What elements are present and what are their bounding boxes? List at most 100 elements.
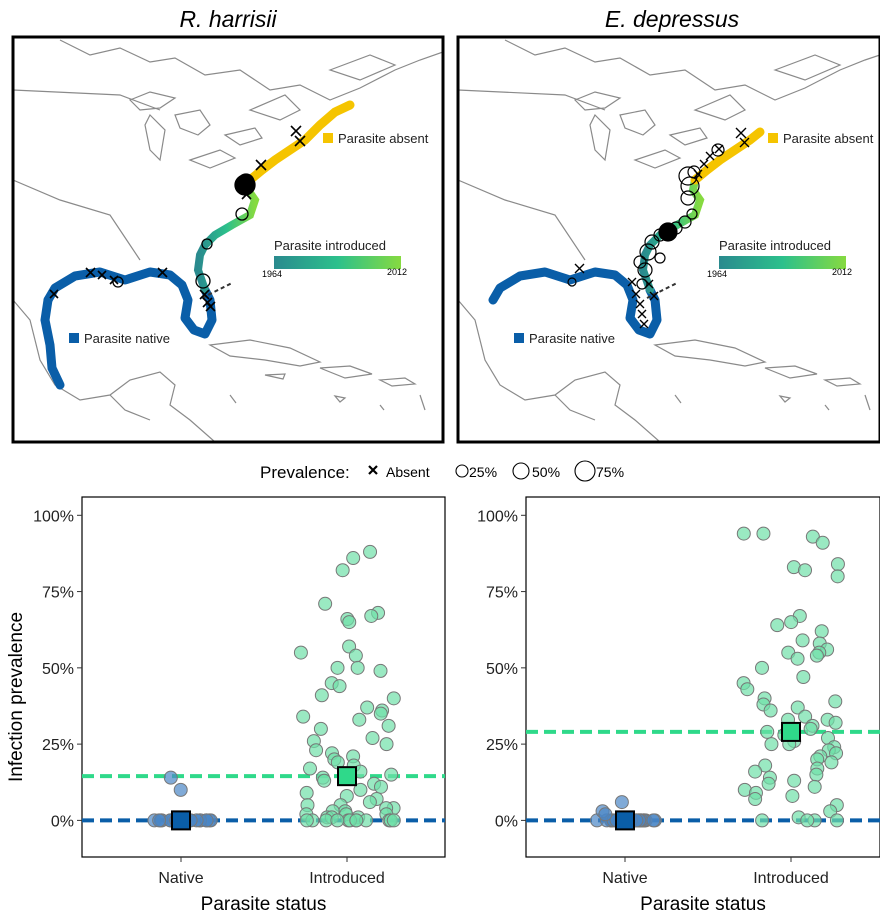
introduced-point xyxy=(296,709,311,724)
introduced-point xyxy=(748,764,763,779)
x-tick-label: Native xyxy=(602,870,647,887)
prevalence-75-label: 75% xyxy=(596,464,624,480)
introduced-point xyxy=(379,737,394,752)
introduced-point xyxy=(386,691,401,706)
absent-cross-icon xyxy=(368,465,378,475)
introduced-point xyxy=(760,724,775,739)
introduced-point xyxy=(373,779,388,794)
x-tick-label: Native xyxy=(158,870,203,887)
colorbar xyxy=(719,256,846,269)
y-tick-label: 25% xyxy=(42,737,74,754)
map-frame xyxy=(11,35,445,444)
introduced-point xyxy=(787,773,802,788)
prevalence-legend: Prevalence: Absent 25% 50% 75% xyxy=(260,460,624,482)
introduced-point xyxy=(349,813,364,828)
native-point xyxy=(173,782,188,797)
x-tick-label: Introduced xyxy=(309,870,385,887)
y-tick-label: 75% xyxy=(486,585,518,602)
introduced-point xyxy=(748,792,763,807)
introduced-point xyxy=(299,785,314,800)
introduced-point xyxy=(373,706,388,721)
native-point xyxy=(152,813,167,828)
prevalence-legend-title: Prevalence: xyxy=(260,463,350,482)
x-tick-label: Introduced xyxy=(753,870,829,887)
introduced-point xyxy=(373,663,388,678)
introduced-point xyxy=(798,563,813,578)
plot-frame xyxy=(81,496,446,858)
introduced-point xyxy=(299,813,314,828)
native-legend-label: Parasite native xyxy=(529,331,615,346)
introduced-point xyxy=(365,731,380,746)
introduced-point xyxy=(348,648,363,663)
prevalence-25-label: 25% xyxy=(469,464,497,480)
colorbar-max: 2012 xyxy=(832,267,852,277)
circle-50-icon xyxy=(512,462,530,480)
introduced-point xyxy=(332,679,347,694)
prevalence-absent-label: Absent xyxy=(386,464,430,480)
introduced-point xyxy=(763,703,778,718)
introduced-point xyxy=(829,813,844,828)
introduced-point xyxy=(360,700,375,715)
colorbar-min: 1964 xyxy=(262,269,282,279)
circle-75-icon xyxy=(574,460,596,482)
y-tick-label: 100% xyxy=(477,508,518,525)
prevalence-circles xyxy=(567,143,725,290)
introduced-point xyxy=(330,660,345,675)
native-point xyxy=(163,770,178,785)
native-swatch xyxy=(69,333,79,343)
introduced-point xyxy=(363,544,378,559)
introduced-point xyxy=(313,721,328,736)
map-title: R. harrisii xyxy=(179,6,277,32)
introduced-point xyxy=(815,535,830,550)
absent-markers xyxy=(574,127,750,329)
introduced-point xyxy=(770,618,785,633)
y-tick-label: 0% xyxy=(51,813,74,830)
introduced-legend-label: Parasite introduced xyxy=(274,238,386,253)
introduced-point xyxy=(342,615,357,630)
introduced-point xyxy=(350,660,365,675)
introduced-point xyxy=(335,563,350,578)
introduced-point xyxy=(764,737,779,752)
y-tick-label: 50% xyxy=(42,661,74,678)
native-legend-label: Parasite native xyxy=(84,331,170,346)
y-tick-label: 0% xyxy=(495,813,518,830)
absent-legend-label: Parasite absent xyxy=(783,131,874,146)
introduced-mean-marker xyxy=(337,766,357,787)
colorbar-max: 2012 xyxy=(387,267,407,277)
introduced-point xyxy=(736,526,751,541)
basemap: Parasite absent Parasite introduced 1964… xyxy=(458,37,880,442)
introduced-point xyxy=(798,709,813,724)
introduced-point xyxy=(309,743,324,758)
map-panel-r-harrisii: R. harrisii xyxy=(11,6,445,444)
prevalence-plot-e-depressus: 0% 25% 50% 75% 100% Native Introduced Parasite … xyxy=(477,496,880,913)
introduced-point xyxy=(800,813,815,828)
introduced-point xyxy=(790,651,805,666)
introduced-point xyxy=(364,608,379,623)
introduced-point xyxy=(814,624,829,639)
prevalence-50-label: 50% xyxy=(532,464,560,480)
map-title: E. depressus xyxy=(605,6,740,32)
introduced-point xyxy=(346,551,361,566)
introduced-point xyxy=(362,795,377,810)
native-swatch xyxy=(514,333,524,343)
introduced-point xyxy=(796,670,811,684)
absent-swatch xyxy=(323,133,333,143)
introduced-point xyxy=(784,615,799,630)
introduced-point xyxy=(807,779,822,794)
introduced-point xyxy=(758,758,773,773)
introduced-legend-label: Parasite introduced xyxy=(719,238,831,253)
native-point xyxy=(614,795,629,810)
introduced-point xyxy=(740,682,755,697)
introduced-point xyxy=(803,721,818,736)
introduced-point xyxy=(352,712,367,727)
plot-area xyxy=(526,526,880,828)
introduced-point xyxy=(761,776,776,791)
introduced-point xyxy=(830,557,845,572)
y-tick-label: 75% xyxy=(42,585,74,602)
x-axis-title: Parasite status xyxy=(201,894,327,913)
introduced-point xyxy=(386,813,401,828)
introduced-point xyxy=(330,813,345,828)
map-panel-e-depressus: E. depressus xyxy=(456,6,880,444)
circle-25-icon xyxy=(455,464,469,478)
